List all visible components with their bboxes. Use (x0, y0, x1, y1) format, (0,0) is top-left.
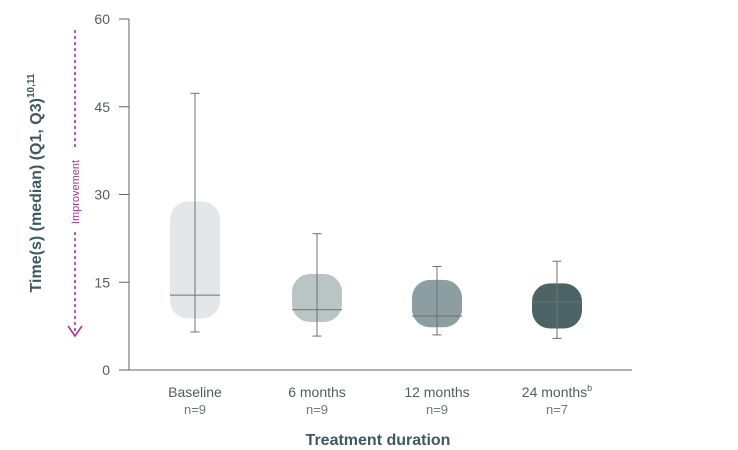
improvement-arrow: Improvement (67, 30, 83, 338)
y-tick-label: 15 (94, 274, 110, 290)
y-tick-label: 30 (94, 187, 110, 203)
sample-size-label: n=9 (184, 402, 206, 417)
improvement-label: Improvement (70, 160, 82, 224)
box-baseline (170, 92, 220, 333)
category-label: 24 monthsb (522, 383, 592, 400)
sample-size-label: n=9 (306, 402, 328, 417)
category-label: 12 months (404, 384, 469, 400)
box-plot-boxes (170, 92, 582, 339)
sample-size-label: n=9 (426, 402, 448, 417)
box-24-months (532, 260, 582, 339)
x-axis-labels: Baseline n=9 6 months n=9 12 months n=9 24 mon… (168, 383, 592, 417)
y-tick-label: 45 (94, 99, 110, 115)
y-axis-ticks: 0 15 30 45 60 (94, 11, 129, 378)
category-label: 6 months (288, 384, 346, 400)
y-tick-label: 0 (102, 362, 110, 378)
y-axis-title: Time(s) (median) (Q1, Q3)10,11 (26, 73, 45, 292)
box-6-months (292, 233, 342, 337)
sample-size-label: n=7 (546, 402, 568, 417)
y-tick-label: 60 (94, 11, 110, 27)
box-12-months (412, 265, 462, 336)
x-axis-title: Treatment duration (306, 432, 451, 449)
category-label: Baseline (168, 384, 222, 400)
